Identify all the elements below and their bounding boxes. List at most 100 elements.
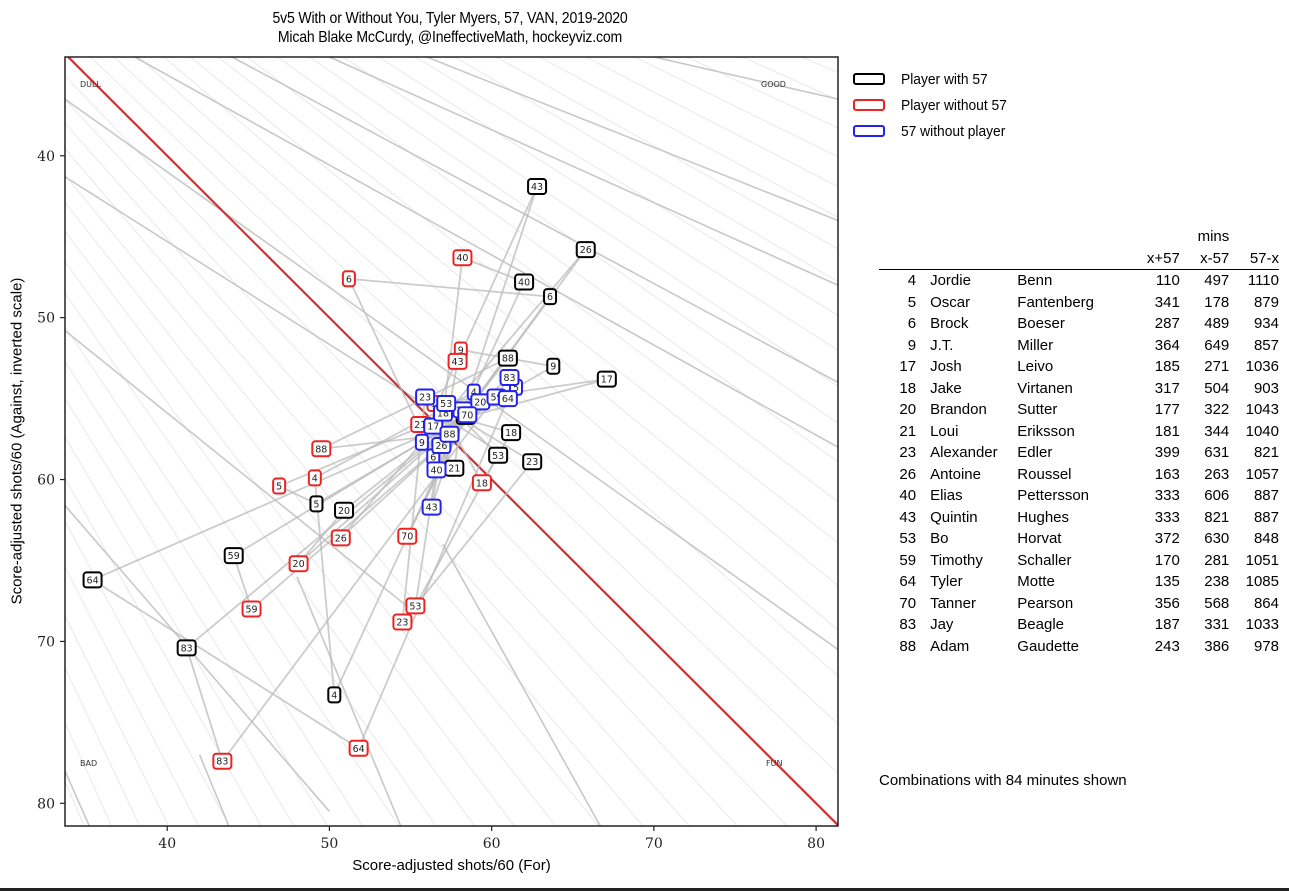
guide-line (296, 576, 402, 826)
column-header-without: x-57 (1179, 247, 1230, 270)
iso-ratio-line (0, 0, 845, 421)
marker-without-57: 6 (341, 270, 356, 288)
minutes-target-without: 821 (1253, 444, 1279, 462)
marker-box (311, 440, 332, 458)
minutes-without: 497 (1204, 272, 1230, 290)
marker-label: 23 (396, 618, 408, 629)
player-number: 21 (899, 422, 917, 440)
player-first-name: Tyler (930, 573, 963, 591)
guide-line (65, 770, 91, 826)
marker-label: 18 (476, 478, 488, 489)
minutes-with: 170 (1154, 551, 1180, 569)
marker-label: 18 (437, 409, 449, 420)
marker-box (527, 178, 548, 196)
marker-box (341, 270, 356, 288)
marker-without-57: 5 (272, 477, 287, 495)
player-number: 9 (907, 336, 917, 354)
marker-box (488, 446, 509, 464)
minutes-target-without: 1057 (1245, 465, 1279, 483)
player-number: 53 (899, 530, 917, 548)
table-row: 21 Loui Eriksson 181 344 1040 (879, 421, 1279, 443)
minutes-target-without: 903 (1253, 379, 1279, 397)
player-last-name: Fantenberg (1017, 293, 1095, 311)
marker-57-without: 43 (421, 498, 442, 516)
legend-swatch-with (853, 73, 885, 85)
connector-line (320, 357, 509, 450)
player-first-name: Elias (930, 487, 963, 505)
player-number: 59 (899, 551, 917, 569)
marker-label: 59 (228, 551, 240, 562)
marker-label: 64 (353, 744, 365, 755)
player-markers: 4569171820212326404353596470838845691718… (82, 178, 617, 770)
marker-box (522, 453, 543, 471)
marker-label: 4 (312, 473, 318, 484)
marker-box (452, 249, 473, 267)
player-first-name: Bo (930, 530, 949, 548)
marker-label: 53 (440, 399, 452, 410)
marker-without-57: 53 (405, 597, 426, 615)
marker-label: 20 (293, 559, 305, 570)
marker-with-57: 9 (546, 357, 561, 375)
player-last-name: Hughes (1017, 508, 1069, 526)
table-group-header: mins (1197, 228, 1230, 246)
player-first-name: J.T. (930, 336, 954, 354)
minutes-without: 322 (1204, 401, 1230, 419)
player-first-name: Jake (930, 379, 962, 397)
x-tick-label: 70 (645, 836, 663, 852)
table-row: 5 Oscar Fantenberg 341 178 879 (879, 292, 1279, 314)
table-row: 59 Timothy Schaller 170 281 1051 (879, 550, 1279, 572)
marker-box (397, 527, 418, 545)
marker-label: 53 (492, 451, 504, 462)
marker-label: 5 (313, 499, 319, 510)
legend-label: Player without 57 (901, 96, 1007, 114)
minutes-target-without: 1033 (1245, 616, 1279, 634)
player-last-name: Roussel (1017, 465, 1072, 483)
player-number: 17 (899, 358, 917, 376)
player-last-name: Boeser (1017, 315, 1065, 333)
marker-box (348, 739, 369, 757)
marker-box (82, 571, 103, 589)
marker-box (575, 241, 596, 259)
marker-57-without: 70 (457, 406, 478, 424)
marker-with-57: 4 (327, 686, 342, 704)
legend-item-with: Player with 57 (853, 66, 1016, 92)
marker-label: 88 (315, 444, 327, 455)
y-tick-label: 80 (37, 796, 55, 812)
marker-box (241, 600, 262, 618)
marker-box (330, 529, 351, 547)
player-last-name: Schaller (1017, 551, 1072, 569)
minutes-without: 271 (1204, 358, 1230, 376)
minutes-with: 187 (1154, 616, 1180, 634)
minutes-with: 110 (1155, 272, 1180, 290)
marker-box (596, 370, 617, 388)
legend-item-target-without: 57 without player (853, 118, 1016, 144)
player-last-name: Miller (1017, 336, 1054, 354)
marker-label: 9 (550, 362, 556, 373)
player-last-name: Motte (1017, 573, 1055, 591)
marker-label: 9 (458, 346, 464, 357)
table-row: 4 Jordie Benn 110 497 1110 (879, 270, 1279, 292)
marker-without-57: 4 (307, 469, 322, 487)
minutes-target-without: 1085 (1245, 573, 1279, 591)
player-last-name: Leivo (1017, 358, 1054, 376)
connector-line (348, 277, 551, 298)
table-row: 64 Tyler Motte 135 238 1085 (879, 571, 1279, 593)
player-first-name: Antoine (930, 465, 981, 483)
marker-label: 26 (435, 441, 447, 452)
marker-label: 6 (430, 452, 436, 463)
marker-without-57: 18 (471, 474, 492, 492)
player-last-name: Pettersson (1017, 487, 1090, 505)
marker-box (497, 390, 518, 408)
minutes-without: 238 (1204, 573, 1230, 591)
guide-line (426, 57, 838, 222)
minutes-with: 356 (1154, 594, 1180, 612)
minutes-without: 606 (1204, 487, 1230, 505)
player-first-name: Oscar (930, 293, 971, 311)
minutes-target-without: 864 (1253, 594, 1279, 612)
marker-without-57: 70 (397, 527, 418, 545)
table-row: 20 Brandon Sutter 177 322 1043 (879, 399, 1279, 421)
minutes-target-without: 857 (1253, 336, 1279, 354)
marker-label: 26 (335, 533, 347, 544)
marker-box (514, 273, 535, 291)
marker-with-57: 53 (488, 446, 509, 464)
